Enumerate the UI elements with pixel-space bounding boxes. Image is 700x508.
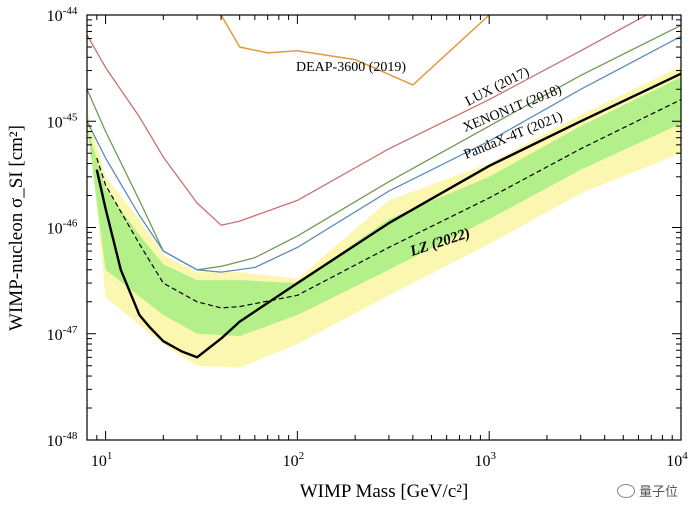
y-tick-label: 10-47 (47, 324, 78, 344)
y-tick-label: 10-48 (47, 430, 78, 450)
annotation-deap: DEAP-3600 (2019) (296, 60, 406, 75)
y-tick-label: 10-46 (47, 218, 78, 238)
x-tick-label: 103 (474, 450, 496, 470)
y-axis-title: WIMP-nucleon σ_SI [cm²] (6, 125, 27, 331)
curve-lux-2017 (87, 15, 648, 226)
curve-deap-3600-2019 (220, 15, 490, 86)
curve-pandax-4t-2021 (87, 35, 681, 273)
curve-xenon1t-2018 (87, 24, 681, 271)
limit-curves (87, 15, 681, 359)
wechat-icon (616, 483, 635, 498)
axis-ticks (86, 14, 681, 441)
band-2 (87, 66, 681, 368)
x-axis-title: WIMP Mass [GeV/c²] (300, 481, 469, 502)
x-tick-label: 102 (283, 450, 305, 470)
x-tick-label: 101 (91, 450, 113, 470)
curve-median-sensitivity (96, 99, 681, 309)
axis-tick-labels: 101 102 103 104 10-44 10-45 10-46 10-47 10-48 (47, 5, 689, 470)
curve-lz-2022 (95, 72, 681, 359)
y-tick-label: 10-45 (47, 111, 78, 131)
watermark: 量子位 (616, 481, 678, 500)
watermark-text: 量子位 (638, 485, 678, 500)
y-tick-label: 10-44 (47, 5, 78, 25)
uncertainty-bands (87, 66, 681, 368)
x-tick-label: 104 (666, 450, 688, 470)
